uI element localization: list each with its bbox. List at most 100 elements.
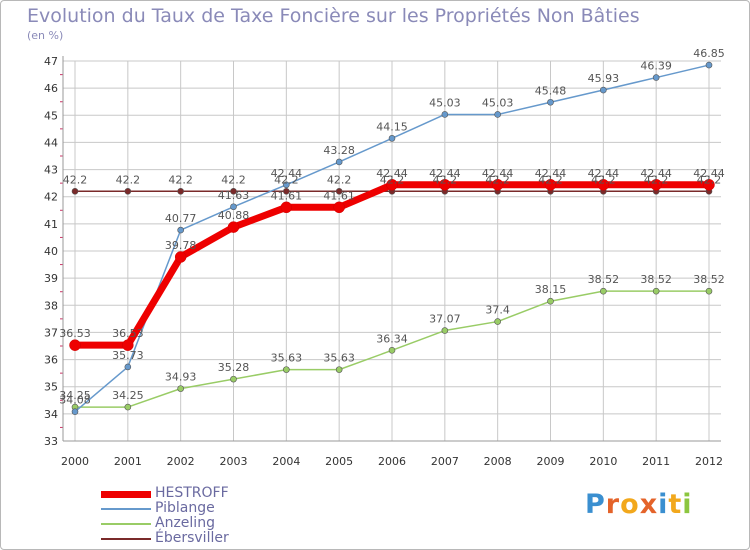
data-point-hestroff [544, 179, 557, 191]
y-tick-label: 40 [44, 245, 58, 258]
y-tick-label: 44 [44, 136, 58, 149]
data-point-anzeling [705, 287, 713, 295]
data-point-hestroff [597, 179, 610, 191]
y-tick-label: 38 [44, 299, 58, 312]
y-tick-label: 37 [44, 326, 58, 339]
data-label-bersviller: 42.2 [433, 173, 458, 186]
data-label-bersviller: 42.2 [591, 173, 616, 186]
data-point-piblange [494, 111, 501, 118]
y-tick-label: 33 [44, 435, 58, 448]
data-label-anzeling: 36.34 [376, 332, 408, 345]
x-tick-label: 2012 [695, 455, 723, 468]
x-tick-label: 2001 [114, 455, 142, 468]
y-tick-label: 43 [44, 164, 58, 177]
data-label-bersviller: 42.2 [485, 173, 510, 186]
data-point-hestroff [122, 339, 134, 351]
x-tick-label: 2003 [220, 455, 248, 468]
data-label-piblange: 43.28 [323, 144, 355, 157]
data-point-piblange [71, 408, 79, 415]
data-label-anzeling: 38.15 [535, 283, 567, 296]
legend-swatch-piblange [101, 508, 151, 510]
data-label-anzeling: 34.25 [59, 389, 91, 402]
data-label-anzeling: 37.4 [485, 304, 510, 317]
data-point-piblange [705, 61, 713, 69]
data-label-piblange: 45.03 [429, 96, 461, 109]
data-label-piblange: 46.85 [693, 47, 725, 60]
data-point-piblange [388, 135, 396, 142]
data-point-anzeling [335, 366, 343, 373]
grid-layer [63, 60, 721, 442]
data-label-hestroff: 39.78 [165, 239, 197, 252]
y-tick-label: 42 [44, 191, 58, 204]
y-tick-label: 46 [44, 82, 58, 95]
data-label-piblange: 42.44 [271, 167, 303, 180]
logo-letter: x [639, 489, 659, 520]
x-tick-label: 2005 [325, 455, 353, 468]
data-point-bersviller [177, 187, 184, 195]
data-label-anzeling: 37.07 [429, 313, 461, 326]
data-label-bersviller: 42.2 [274, 173, 299, 186]
data-point-anzeling [547, 297, 554, 305]
x-tick-label: 2007 [431, 455, 459, 468]
logo-letter: t [668, 489, 683, 520]
data-label-piblange: 45.93 [588, 72, 620, 85]
axis-layer: 33 34 35 36 37 38 39 40 41 42 43 44 45 46 47 2000 2001 20… [44, 55, 723, 468]
y-tick-label: 41 [44, 218, 58, 231]
data-point-hestroff [227, 221, 240, 233]
data-point-piblange [335, 158, 343, 166]
legend-label-ebersviller: Ébersviller [155, 530, 229, 546]
data-label-anzeling: 34.93 [165, 371, 197, 384]
data-point-hestroff [333, 201, 345, 214]
chart-unit-label: (en %) [27, 29, 64, 42]
data-label-piblange: 41.63 [218, 189, 250, 202]
data-label-piblange: 45.03 [482, 96, 514, 109]
data-point-anzeling [283, 366, 290, 373]
y-tick-label: 35 [44, 381, 58, 394]
x-tick-label: 2011 [642, 455, 670, 468]
data-label-anzeling: 38.52 [693, 273, 725, 286]
data-label-piblange: 34.08 [59, 394, 91, 407]
data-label-bersviller: 42.2 [697, 173, 722, 186]
data-label-hestroff: 42.44 [376, 167, 408, 180]
data-label-anzeling: 38.52 [588, 273, 620, 286]
legend-swatch-hestroff [101, 491, 151, 498]
logo-letter: o [620, 489, 640, 520]
data-label-anzeling: 38.52 [640, 273, 672, 286]
data-label-anzeling: 35.28 [218, 361, 250, 374]
x-tick-label: 2000 [61, 455, 89, 468]
data-label-bersviller: 42.2 [221, 173, 246, 186]
data-label-bersviller: 42.2 [63, 173, 88, 186]
data-point-piblange [177, 226, 184, 234]
data-point-hestroff [280, 201, 293, 214]
data-label-anzeling: 35.63 [271, 352, 303, 365]
data-label-hestroff: 41.61 [323, 189, 355, 202]
data-label-anzeling: 34.25 [112, 389, 144, 402]
proxiti-logo: Proxiti [585, 489, 693, 520]
logo-letter: i [658, 489, 669, 520]
legend-label-anzeling: Anzeling [155, 515, 215, 531]
data-point-anzeling [230, 375, 237, 383]
y-tick-label: 39 [44, 272, 58, 285]
data-point-anzeling [494, 318, 501, 325]
data-point-bersviller [124, 187, 132, 195]
data-label-piblange: 44.15 [376, 120, 408, 133]
data-label-anzeling: 35.63 [323, 352, 355, 365]
data-label-hestroff: 42.44 [640, 167, 672, 180]
data-point-piblange [230, 203, 237, 211]
data-label-bersviller: 42.2 [380, 173, 405, 186]
data-point-piblange [283, 181, 290, 189]
data-label-piblange: 40.77 [165, 212, 197, 225]
data-point-anzeling [441, 327, 449, 334]
data-label-hestroff: 36.53 [112, 327, 144, 340]
data-point-bersviller [230, 187, 237, 195]
data-label-hestroff: 42.44 [693, 167, 725, 180]
data-label-layer: 42.2 42.2 42.2 42.2 42.2 42.2 42.2 42.2 42.2 42.2… [59, 47, 725, 407]
data-label-bersviller: 42.2 [327, 173, 352, 186]
data-point-anzeling [388, 347, 396, 354]
data-point-piblange [652, 74, 660, 81]
y-tick-label: 36 [44, 354, 58, 367]
chart-title: Evolution du Taux de Taxe Foncière sur l… [27, 5, 640, 27]
legend-swatch-ebersviller [101, 538, 151, 540]
